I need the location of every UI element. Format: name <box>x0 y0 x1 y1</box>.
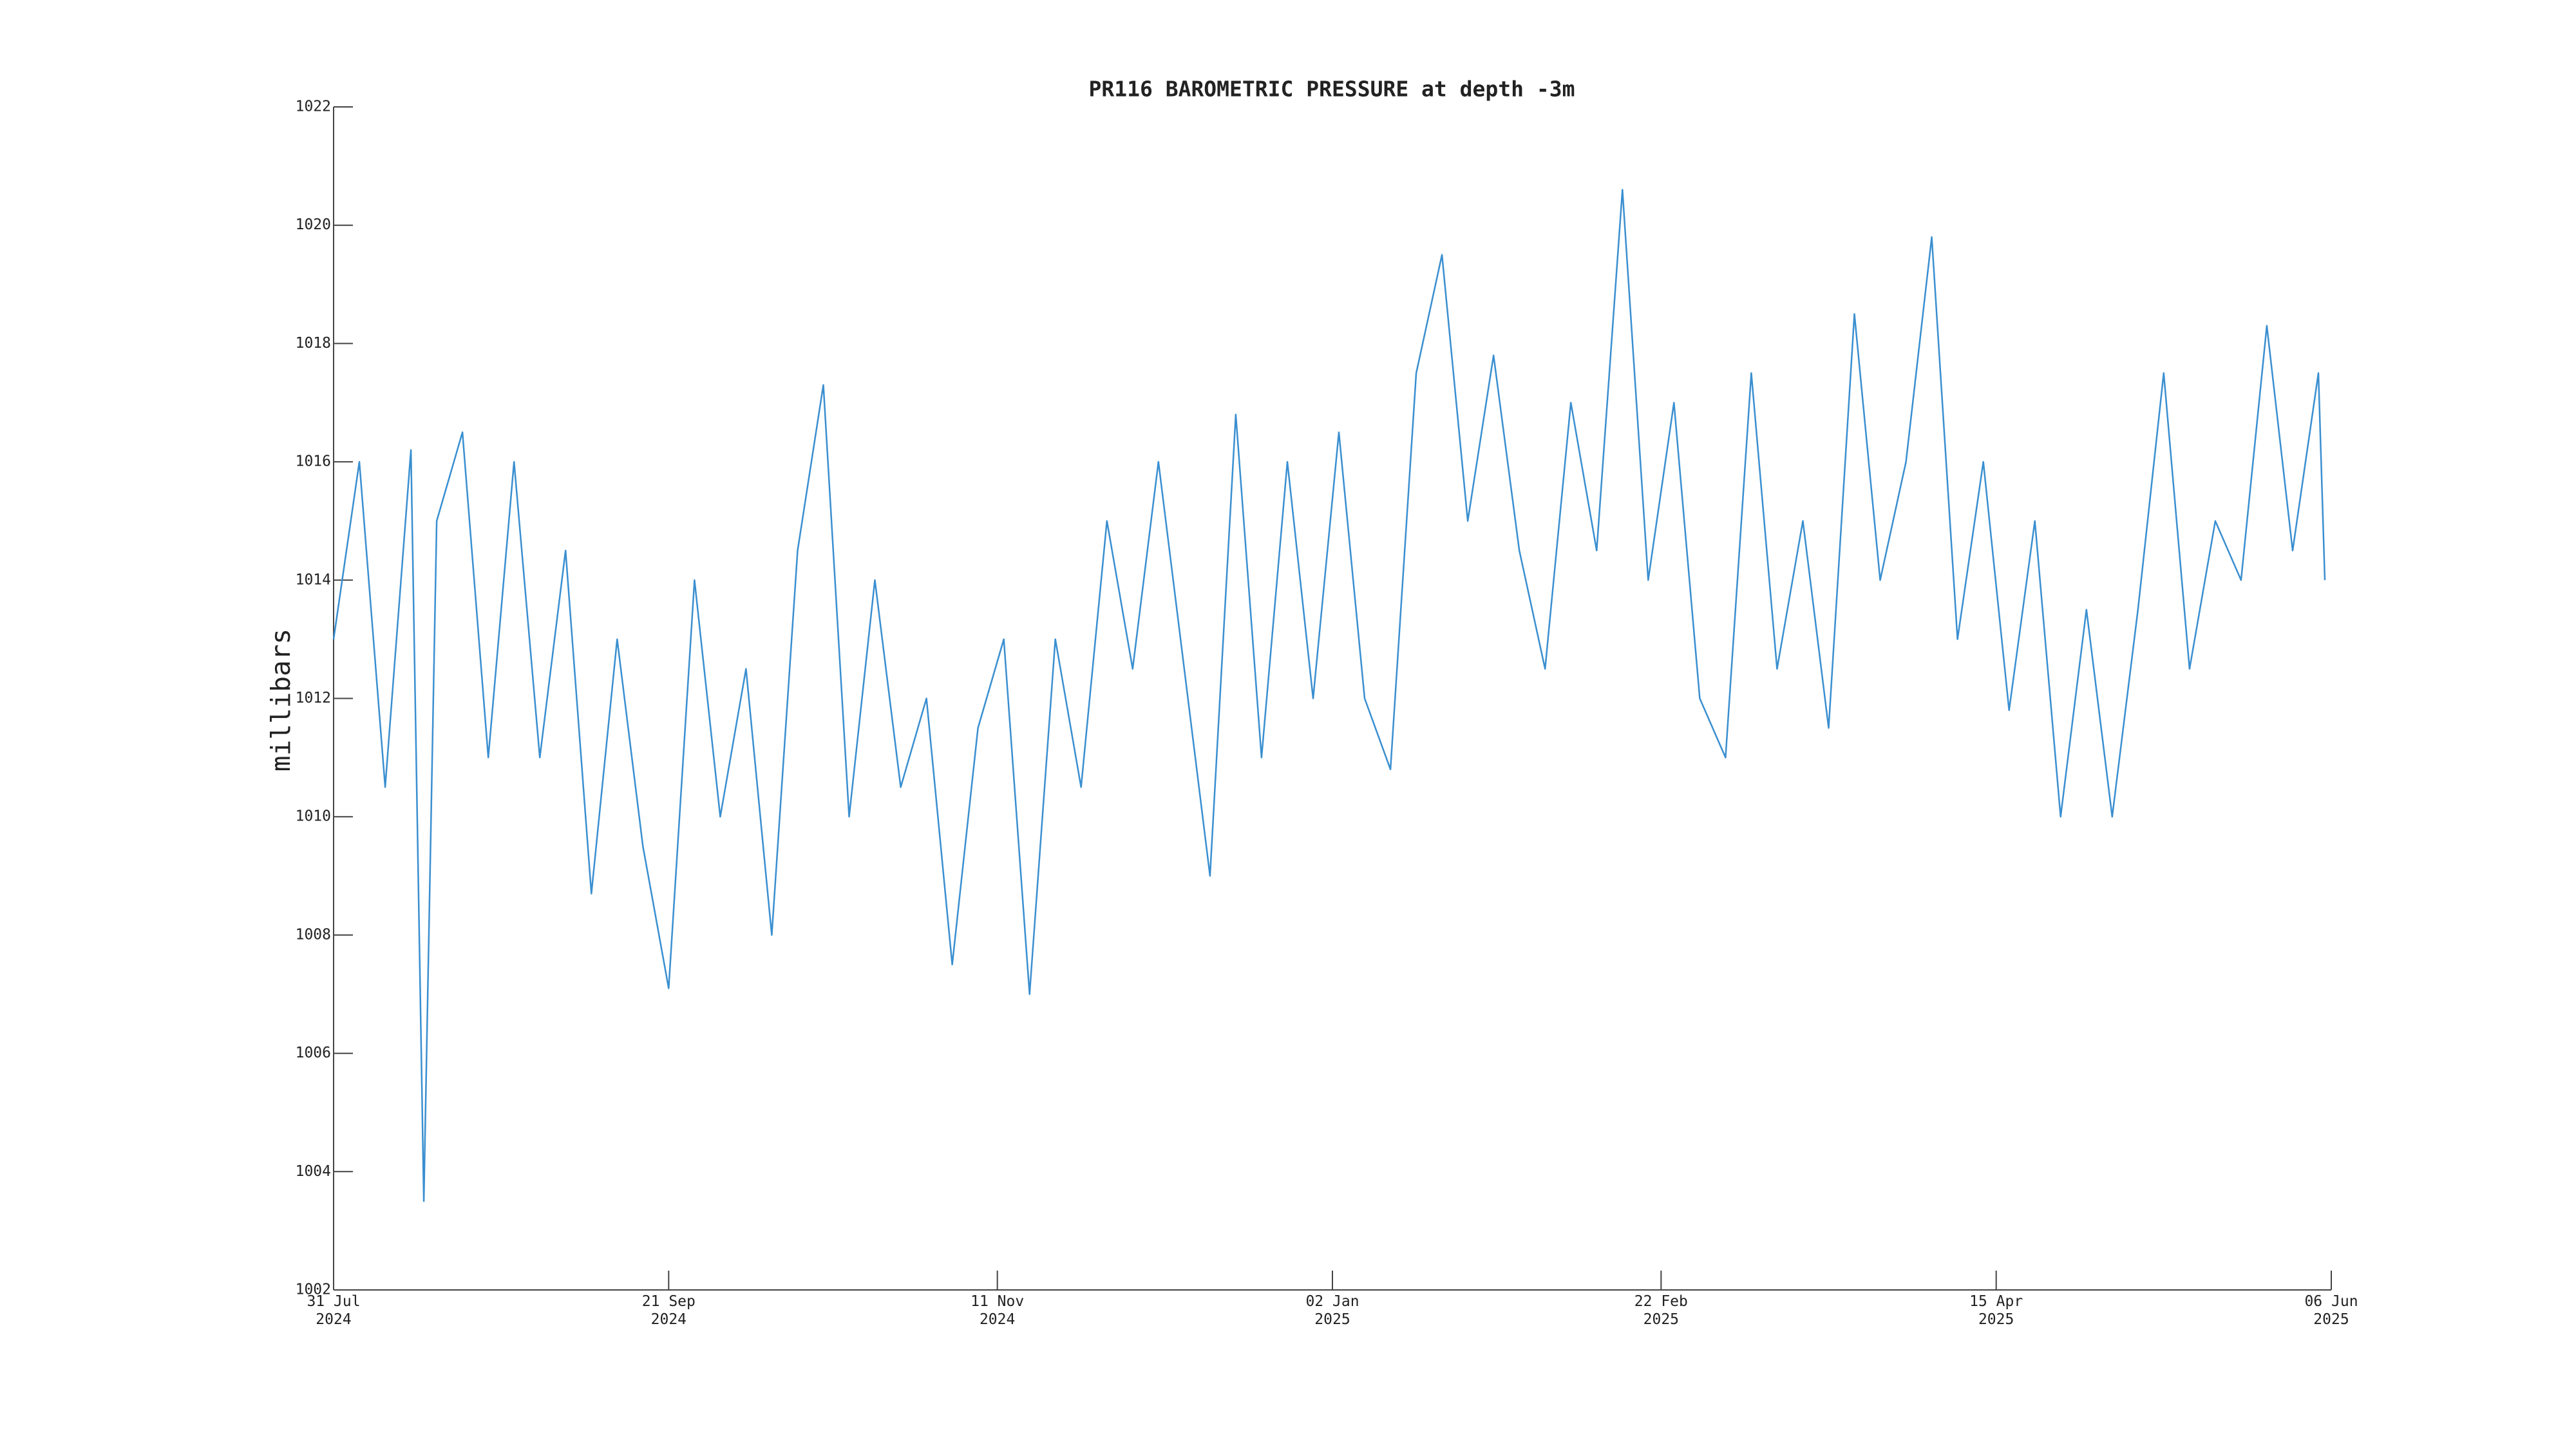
y-tick-label: 1010 <box>296 808 331 825</box>
y-tick-label: 1022 <box>296 99 331 115</box>
y-tick-label: 1016 <box>296 453 331 470</box>
x-tick-label: 11 Nov 2024 <box>971 1293 1025 1328</box>
y-tick-label: 1006 <box>296 1045 331 1061</box>
line-series <box>332 189 2326 1202</box>
y-tick-label: 1014 <box>296 571 331 588</box>
y-tick-label: 1012 <box>296 690 331 706</box>
y-axis-label: millibars <box>265 629 296 772</box>
y-tick-label: 1008 <box>296 926 331 943</box>
x-tick-label: 15 Apr 2025 <box>1969 1293 2023 1328</box>
y-tick-label: 1020 <box>296 216 331 233</box>
x-tick-label: 22 Feb 2025 <box>1634 1293 1688 1328</box>
y-tick-label: 1018 <box>296 335 331 352</box>
x-tick-label: 02 Jan 2025 <box>1305 1293 1359 1328</box>
y-tick-label: 1004 <box>296 1163 331 1180</box>
x-tick-label: 31 Jul 2024 <box>307 1293 361 1328</box>
y-tick-label: 1002 <box>296 1282 331 1298</box>
x-tick-label: 21 Sep 2024 <box>641 1293 696 1328</box>
chart-title: PR116 BAROMETRIC PRESSURE at depth -3m <box>1089 77 1575 102</box>
x-tick-label: 06 Jun 2025 <box>2304 1293 2358 1328</box>
